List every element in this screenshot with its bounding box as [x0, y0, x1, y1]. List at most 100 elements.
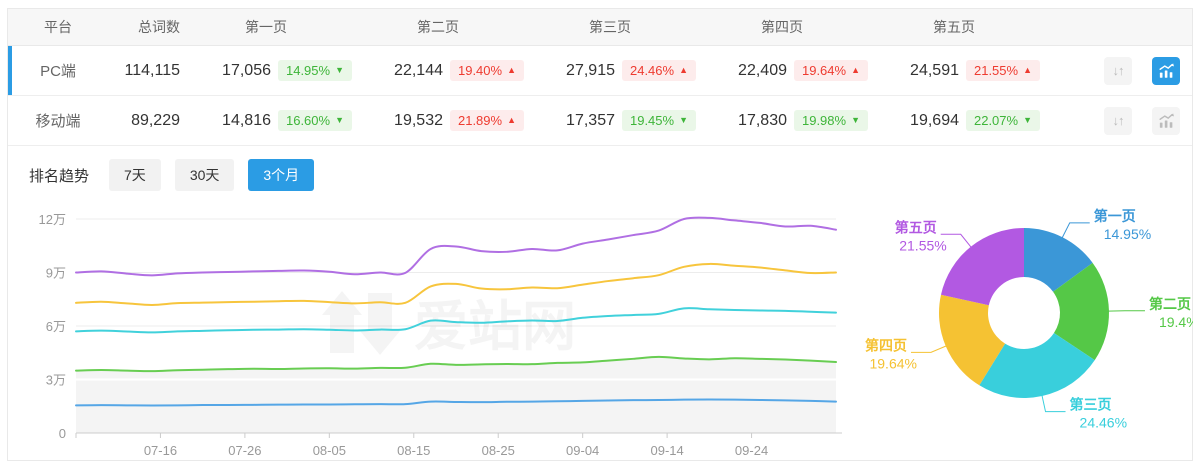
total-words: 89,229	[131, 111, 180, 129]
col-header-page5: 第五页	[933, 19, 975, 35]
page3-cell: 17,357 19.45% ▼	[524, 110, 696, 131]
rank-trend-section: 排名趋势 7天 30天 3个月 0 3万 6万 9万 12万 07-16 07-26 08-0…	[8, 146, 1193, 471]
table-row-pc[interactable]: PC端 114,115 17,056 14.95% ▼ 22,144 19.40%…	[8, 46, 1192, 96]
page4-cell: 17,830 19.98% ▼	[696, 110, 868, 131]
page5-change-badge: 21.55% ▲	[965, 60, 1040, 81]
col-header-page3: 第三页	[589, 19, 631, 35]
bar-trend-glyph	[1158, 63, 1174, 78]
page1-cell: 14,816 16.60% ▼	[180, 110, 352, 131]
svg-text:第三页: 第三页	[1070, 397, 1112, 413]
svg-text:爱站网: 爱站网	[414, 297, 576, 357]
trend-chart-icon[interactable]	[1152, 106, 1180, 135]
page1-cell: 17,056 14.95% ▼	[180, 60, 352, 81]
total-words: 114,115	[124, 61, 180, 79]
page1-change-badge: 16.60% ▼	[277, 110, 352, 131]
page2-cell: 22,144 19.40% ▲	[352, 60, 524, 81]
page1-count: 14,816	[222, 111, 271, 129]
pct-value: 21.89%	[457, 113, 503, 128]
pct-value: 19.45%	[629, 113, 675, 128]
page4-change-badge: 19.98% ▼	[793, 110, 868, 131]
sort-icon[interactable]: ↓↑	[1104, 56, 1132, 85]
pct-value: 19.64%	[801, 63, 847, 78]
page3-cell: 27,915 24.46% ▲	[524, 60, 696, 81]
pct-value: 24.46%	[629, 63, 675, 78]
sort-arrows-glyph: ↓↑	[1112, 63, 1125, 78]
page2-change-badge: 21.89% ▲	[449, 110, 524, 131]
trend-arrow-icon: ▲	[851, 65, 860, 75]
platform-label: 移动端	[35, 113, 81, 130]
pct-value: 19.98%	[801, 113, 847, 128]
page5-count: 19,694	[910, 111, 959, 129]
svg-text:14.95%: 14.95%	[1104, 226, 1151, 242]
row-actions: ↓↑	[1040, 56, 1192, 85]
svg-text:09-04: 09-04	[566, 443, 599, 458]
trend-arrow-icon: ▲	[507, 65, 516, 75]
tab-7d[interactable]: 7天	[109, 159, 161, 191]
svg-text:19.4%: 19.4%	[1159, 314, 1193, 330]
page5-change-badge: 22.07% ▼	[965, 110, 1040, 131]
trend-arrow-icon: ▲	[679, 65, 688, 75]
page4-count: 22,409	[738, 61, 787, 79]
pct-value: 22.07%	[973, 113, 1019, 128]
charts-area: 0 3万 6万 9万 12万 07-16 07-26 08-05 08-15 08-25 09-04…	[8, 201, 1193, 471]
trend-arrow-icon: ▼	[1023, 115, 1032, 125]
page1-count: 17,056	[222, 61, 271, 79]
col-header-platform: 平台	[44, 19, 72, 35]
page2-cell: 19,532 21.89% ▲	[352, 110, 524, 131]
svg-text:21.55%: 21.55%	[899, 237, 946, 253]
svg-text:08-25: 08-25	[482, 443, 515, 458]
trend-header: 排名趋势 7天 30天 3个月	[8, 146, 1192, 201]
page2-count: 19,532	[394, 111, 443, 129]
page5-cell: 19,694 22.07% ▼	[868, 110, 1040, 131]
tab-30d[interactable]: 30天	[174, 159, 235, 191]
svg-text:09-24: 09-24	[735, 443, 768, 458]
svg-text:9万: 9万	[46, 266, 66, 281]
page4-count: 17,830	[738, 111, 787, 129]
svg-text:第二页: 第二页	[1149, 296, 1191, 312]
table-header: 平台 总词数 第一页 第二页 第三页 第四页 第五页	[8, 9, 1192, 46]
page3-change-badge: 24.46% ▲	[621, 60, 696, 81]
sort-arrows-glyph: ↓↑	[1112, 113, 1125, 128]
svg-text:07-16: 07-16	[144, 443, 177, 458]
keyword-rank-panel: 平台 总词数 第一页 第二页 第三页 第四页 第五页 PC端 114,115 1…	[7, 8, 1193, 461]
col-header-page4: 第四页	[761, 19, 803, 35]
svg-text:19.64%: 19.64%	[869, 355, 916, 371]
page3-count: 17,357	[566, 111, 615, 129]
pct-value: 21.55%	[973, 63, 1019, 78]
page4-change-badge: 19.64% ▲	[793, 60, 868, 81]
table-row-mobile[interactable]: 移动端 89,229 14,816 16.60% ▼ 19,532 21.89% ▲…	[8, 96, 1192, 146]
page1-change-badge: 14.95% ▼	[277, 60, 352, 81]
svg-text:12万: 12万	[39, 212, 66, 227]
svg-text:3万: 3万	[46, 373, 66, 388]
trend-arrow-icon: ▼	[335, 115, 344, 125]
svg-text:0: 0	[59, 426, 66, 441]
svg-text:第五页: 第五页	[895, 219, 937, 235]
pct-value: 19.40%	[457, 63, 503, 78]
svg-text:6万: 6万	[46, 319, 66, 334]
trend-chart-icon[interactable]	[1152, 56, 1180, 85]
trend-line-chart: 0 3万 6万 9万 12万 07-16 07-26 08-05 08-15 08-25 09-04…	[39, 212, 842, 458]
page2-count: 22,144	[394, 61, 443, 79]
trend-arrow-icon: ▼	[679, 115, 688, 125]
col-header-total: 总词数	[138, 19, 180, 35]
col-header-page1: 第一页	[245, 19, 287, 35]
svg-text:24.46%: 24.46%	[1080, 415, 1127, 431]
pct-value: 14.95%	[285, 63, 331, 78]
trend-title: 排名趋势	[29, 167, 90, 185]
bar-trend-glyph	[1158, 113, 1174, 128]
trend-arrow-icon: ▼	[335, 65, 344, 75]
col-header-page2: 第二页	[417, 19, 459, 35]
svg-text:第一页: 第一页	[1094, 208, 1136, 224]
svg-text:08-05: 08-05	[313, 443, 346, 458]
svg-text:08-15: 08-15	[397, 443, 430, 458]
platform-label: PC端	[40, 63, 76, 80]
svg-text:09-14: 09-14	[650, 443, 683, 458]
page3-count: 27,915	[566, 61, 615, 79]
page3-change-badge: 19.45% ▼	[621, 110, 696, 131]
rank-table: 平台 总词数 第一页 第二页 第三页 第四页 第五页 PC端 114,115 1…	[8, 9, 1192, 146]
svg-text:07-26: 07-26	[228, 443, 261, 458]
sort-icon[interactable]: ↓↑	[1104, 106, 1132, 135]
trend-arrow-icon: ▲	[507, 115, 516, 125]
tab-3m[interactable]: 3个月	[248, 159, 315, 191]
page5-count: 24,591	[910, 61, 959, 79]
